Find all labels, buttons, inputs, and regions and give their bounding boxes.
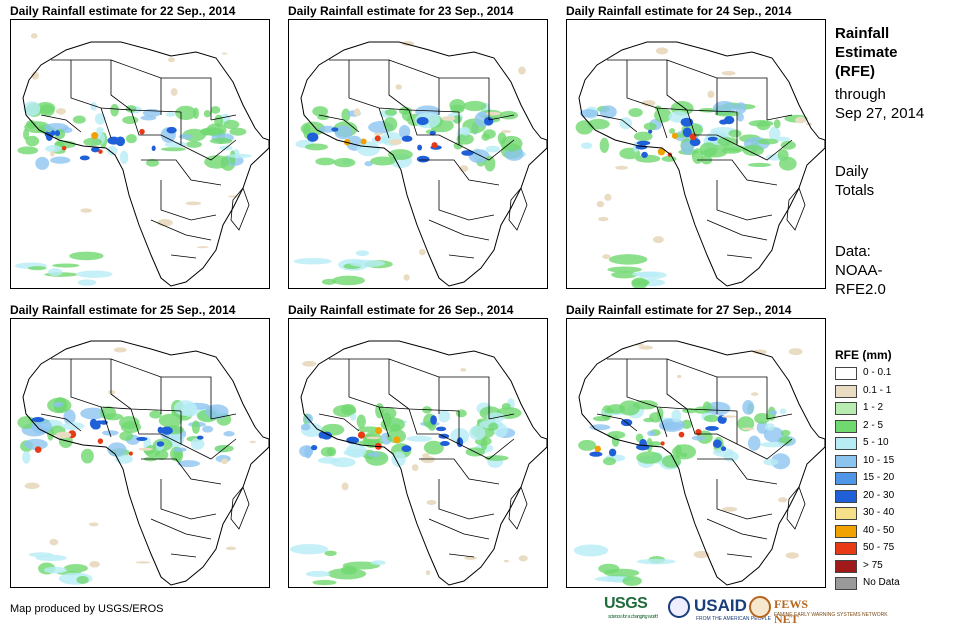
rainfall-map (10, 318, 270, 588)
rainfall-field (573, 343, 803, 586)
rainfall-map (10, 19, 270, 289)
fews-net-logo: FEWS NET FAMINE EARLY WARNING SYSTEMS NE… (774, 597, 888, 626)
through-date: through Sep 27, 2014 (835, 86, 925, 122)
legend-label: 40 - 50 (863, 524, 895, 536)
fews-globe-icon (749, 596, 771, 618)
panel-title: Daily Rainfall estimate for 25 Sep., 201… (10, 303, 236, 317)
map-panel-26-sep: Daily Rainfall estimate for 26 Sep., 201… (288, 303, 550, 589)
panel-title: Daily Rainfall estimate for 23 Sep., 201… (288, 4, 514, 18)
madagascar (508, 486, 528, 530)
coastline (22, 41, 269, 287)
legend-label: 0 - 0.1 (863, 367, 892, 378)
sidebar-title: Rainfall Estimate (RFE) (835, 25, 898, 80)
legend-swatch (835, 454, 857, 468)
madagascar (508, 187, 528, 231)
data-source: Data: NOAA- RFE2.0 (835, 243, 886, 298)
rainfall-map (288, 318, 548, 588)
legend-swatch (835, 367, 857, 380)
legend-swatch (835, 402, 857, 415)
panel-title: Daily Rainfall estimate for 27 Sep., 201… (566, 303, 792, 317)
map-panel-25-sep: Daily Rainfall estimate for 25 Sep., 201… (10, 303, 272, 589)
panel-title: Daily Rainfall estimate for 24 Sep., 201… (566, 4, 792, 18)
dhs-seal-icon (668, 596, 690, 618)
legend-swatch (835, 489, 857, 503)
legend-label: 30 - 40 (863, 507, 895, 518)
legend-swatch (835, 384, 857, 398)
madagascar (230, 486, 250, 530)
madagascar (786, 486, 806, 530)
legend-label: 2 - 5 (863, 419, 884, 431)
legend-label: 10 - 15 (863, 454, 895, 466)
legend-label: 15 - 20 (863, 472, 895, 483)
rainfall-map (288, 19, 548, 289)
coastline (300, 340, 547, 586)
madagascar (786, 187, 806, 231)
country-borders (318, 358, 515, 558)
totals-label: Daily Totals (835, 163, 875, 199)
map-panel-22-sep: Daily Rainfall estimate for 22 Sep., 201… (10, 4, 272, 290)
coastline (300, 41, 547, 287)
rainfall-map (566, 19, 826, 289)
country-borders (596, 59, 793, 259)
legend-label: 50 - 75 (863, 542, 895, 553)
map-credit: Map produced by USGS/EROS (10, 603, 164, 615)
legend-swatch (835, 524, 857, 538)
legend-title: RFE (mm) (835, 348, 892, 362)
map-panel-24-sep: Daily Rainfall estimate for 24 Sep., 201… (566, 4, 828, 290)
usgs-logo: USGS science for a changing world (604, 595, 658, 620)
legend-label: 20 - 30 (863, 489, 895, 501)
country-borders (40, 358, 237, 558)
country-borders (596, 358, 793, 558)
rainfall-field (575, 47, 813, 288)
legend-swatch (835, 577, 857, 590)
legend-label: 1 - 2 (863, 402, 884, 413)
rainfall-field (17, 347, 257, 585)
legend-swatch (835, 437, 857, 450)
legend-swatch (835, 419, 857, 433)
panel-title: Daily Rainfall estimate for 26 Sep., 201… (288, 303, 514, 317)
coastline (22, 340, 269, 586)
legend-label: > 75 (863, 559, 883, 571)
country-borders (318, 59, 515, 259)
legend-label: 5 - 10 (863, 437, 889, 448)
country-borders (40, 59, 237, 259)
coastline (578, 340, 825, 586)
rainfall-map (566, 318, 826, 588)
legend-label: 0.1 - 1 (863, 384, 892, 396)
coastline (578, 41, 825, 287)
legend-swatch (835, 542, 857, 555)
usaid-logo: USAID FROM THE AMERICAN PEOPLE (694, 596, 771, 622)
legend-swatch (835, 507, 857, 520)
legend-label: No Data (863, 577, 900, 588)
legend-swatch (835, 472, 857, 485)
legend-swatch (835, 559, 857, 573)
map-panel-27-sep: Daily Rainfall estimate for 27 Sep., 201… (566, 303, 828, 589)
map-panel-23-sep: Daily Rainfall estimate for 23 Sep., 201… (288, 4, 550, 290)
panel-title: Daily Rainfall estimate for 22 Sep., 201… (10, 4, 236, 18)
madagascar (230, 187, 250, 231)
rainfall-field (293, 41, 527, 286)
